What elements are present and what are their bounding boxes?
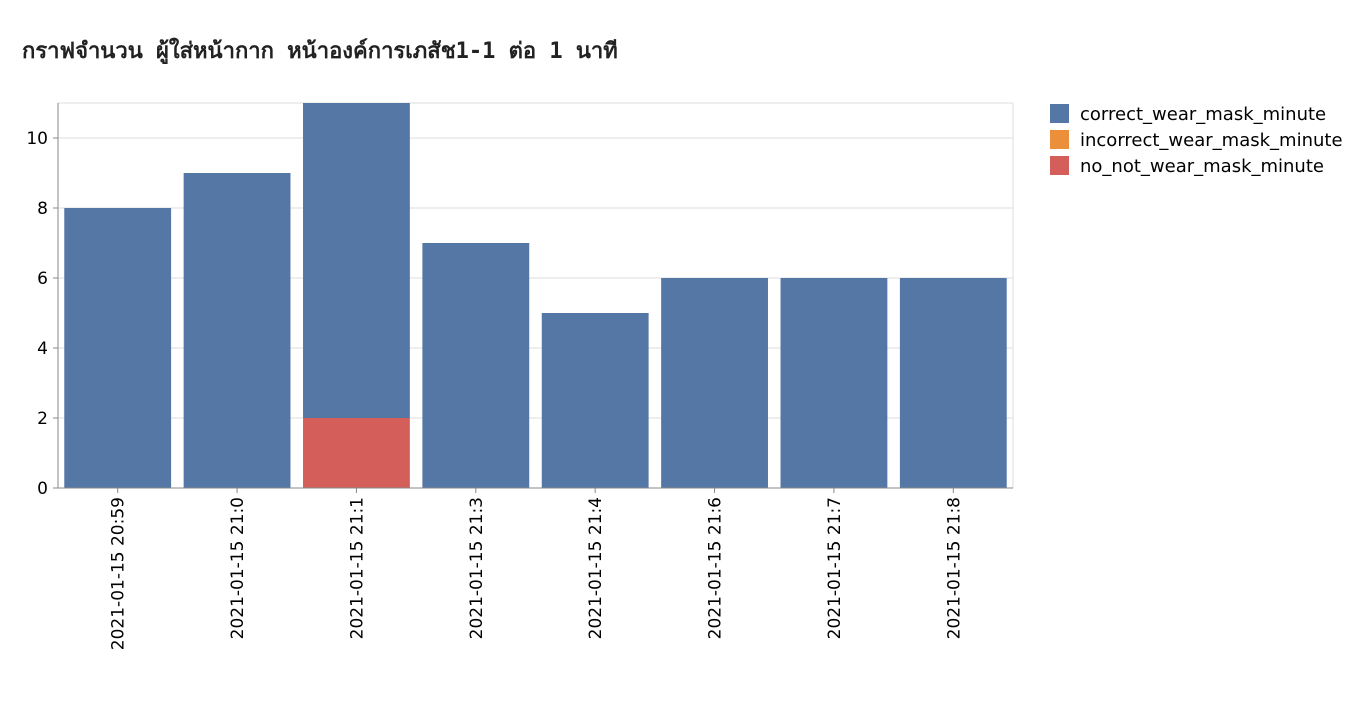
bar-segment-correct_wear_mask_minute — [183, 173, 291, 488]
bar-segment-correct_wear_mask_minute — [64, 208, 172, 488]
x-tick-label: 2021-01-15 21:4 — [586, 497, 606, 639]
bars — [64, 103, 1007, 488]
x-tick-label: 2021-01-15 21:1 — [347, 497, 367, 639]
y-tick-label: 10 — [26, 129, 48, 149]
x-tick-label: 2021-01-15 20:59 — [109, 497, 129, 650]
bar-segment-correct_wear_mask_minute — [780, 278, 888, 488]
y-tick-label: 0 — [37, 479, 48, 499]
legend-swatch-no_not_wear_mask_minute — [1050, 156, 1069, 175]
legend-swatch-incorrect_wear_mask_minute — [1050, 130, 1069, 149]
bar-segment-correct_wear_mask_minute — [541, 313, 649, 488]
bar-segment-no_not_wear_mask_minute — [303, 418, 410, 488]
legend-label: correct_wear_mask_minute — [1080, 104, 1326, 125]
y-tick-label: 2 — [37, 409, 48, 429]
legend-label: no_not_wear_mask_minute — [1080, 156, 1324, 177]
y-tick-label: 6 — [37, 269, 48, 289]
x-tick-label: 2021-01-15 21:8 — [944, 497, 964, 639]
bar-segment-correct_wear_mask_minute — [422, 243, 530, 488]
axes: 0 2 4 6 8 10 2021-01-15 20:59 2021-01-15 21:0 20… — [26, 103, 1013, 650]
x-tick-label: 2021-01-15 21:6 — [706, 497, 726, 639]
bar-segment-correct_wear_mask_minute — [303, 103, 410, 418]
legend-label: incorrect_wear_mask_minute — [1080, 130, 1343, 151]
y-tick-label: 8 — [37, 199, 48, 219]
legend-swatch-correct_wear_mask_minute — [1050, 104, 1069, 123]
x-tick-label: 2021-01-15 21:0 — [228, 497, 248, 639]
bar-segment-correct_wear_mask_minute — [899, 278, 1007, 488]
bar-segment-correct_wear_mask_minute — [661, 278, 768, 488]
x-tick-label: 2021-01-15 21:7 — [825, 497, 845, 639]
y-tick-label: 4 — [37, 339, 48, 359]
legend: correct_wear_mask_minute incorrect_wear_m… — [1050, 104, 1343, 177]
chart-title: กราฟจำนวน ผู้ใส่หน้ากาก หน้าองค์การเภสัช… — [22, 39, 618, 64]
x-tick-label: 2021-01-15 21:3 — [467, 497, 487, 639]
